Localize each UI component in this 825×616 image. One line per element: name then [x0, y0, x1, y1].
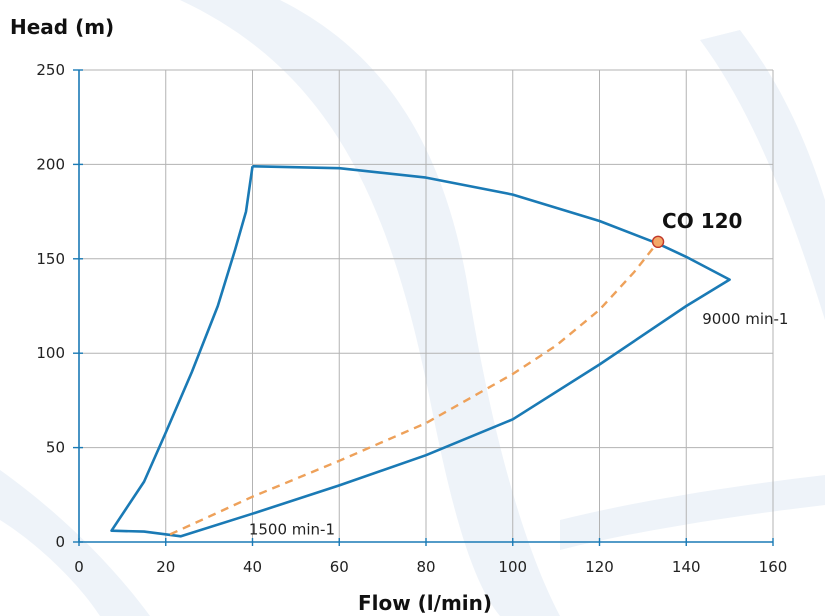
- annotation-1500-rpm: 1500 min-1: [249, 521, 335, 539]
- series: [110, 165, 731, 538]
- x-tick-label-2: 40: [243, 558, 262, 576]
- x-tick-label-1: 20: [156, 558, 175, 576]
- x-tick-label-4: 80: [416, 558, 435, 576]
- x-tick-label-5: 100: [498, 558, 527, 576]
- y-tick-label-1: 50: [46, 439, 65, 457]
- x-tick-label-6: 120: [585, 558, 614, 576]
- x-tick-label-8: 160: [759, 558, 788, 576]
- y-tick-label-4: 200: [36, 155, 65, 173]
- chart-labels: Head (m) Flow (l/min) 9000 min-1 1500 mi…: [10, 15, 788, 615]
- x-tick-label-7: 140: [672, 558, 701, 576]
- annotation-9000-rpm: 9000 min-1: [702, 310, 788, 328]
- tick-labels: 0 20 40 60 80 100 120 140 160 0 50 100 150 200 250: [36, 61, 787, 576]
- axes: [73, 69, 774, 546]
- y-tick-label-0: 0: [55, 533, 65, 551]
- y-tick-label-2: 100: [36, 344, 65, 362]
- x-tick-label-3: 60: [330, 558, 349, 576]
- operating-point-marker: [651, 235, 665, 249]
- operating-point-label: CO 120: [662, 209, 742, 233]
- grid: [79, 69, 774, 542]
- system-curve: [169, 241, 660, 536]
- y-tick-label-5: 250: [36, 61, 65, 79]
- envelope-curve: [110, 165, 731, 538]
- y-tick-label-3: 150: [36, 250, 65, 268]
- x-tick-label-0: 0: [74, 558, 84, 576]
- x-axis-title: Flow (l/min): [358, 591, 492, 615]
- y-axis-title: Head (m): [10, 15, 114, 39]
